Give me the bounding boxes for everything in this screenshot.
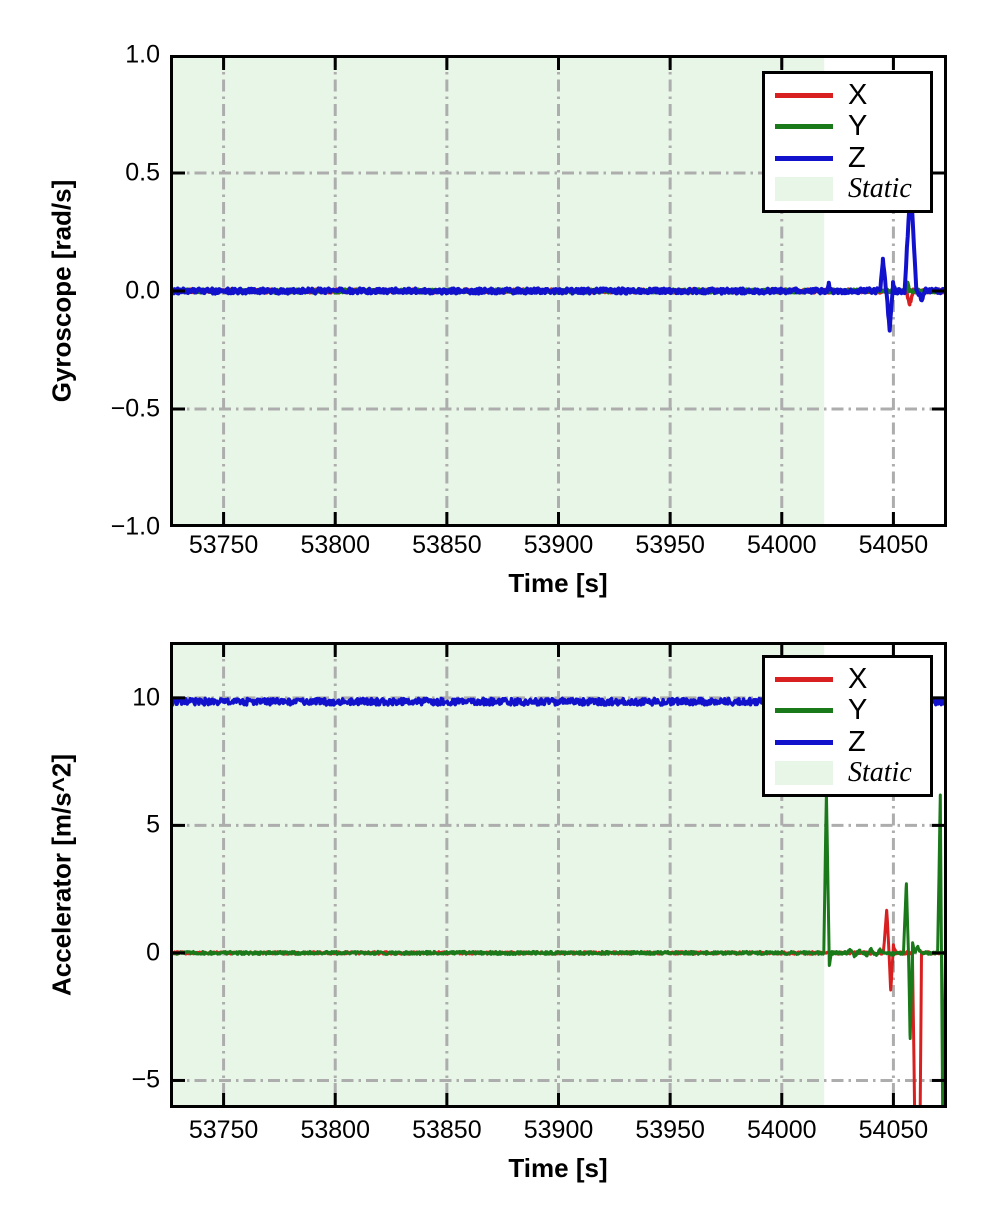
legend-entry-y: Y [775, 696, 924, 725]
legend-line-swatch [775, 124, 833, 130]
gyroscope-legend: X Y Z Static [762, 71, 933, 213]
axes-box [170, 55, 947, 527]
gyroscope-x-axis-label: Time [s] [508, 568, 608, 598]
legend-entry-y: Y [775, 112, 924, 141]
legend-label: Static [848, 757, 912, 789]
static-region [170, 642, 825, 1108]
x-tick-label: 54050 [858, 531, 929, 559]
x-tick-label: 54000 [747, 531, 817, 559]
legend-entry-static: Static [775, 175, 924, 203]
x-tick-label: 53750 [188, 531, 259, 559]
x-tick-label: 53900 [523, 531, 594, 559]
x-tick-label: 53800 [300, 531, 370, 559]
legend-static-patch [775, 177, 833, 202]
y-tick-label: 10 [132, 683, 160, 712]
x-tick-label: 53850 [412, 1116, 482, 1144]
x-tick-label: 54050 [858, 1116, 929, 1144]
y-tick-label: −0.5 [110, 394, 160, 423]
legend-static-patch [775, 761, 833, 786]
legend-label: Z [848, 141, 866, 174]
accelerator-legend: X Y Z Static [762, 655, 933, 797]
y-tick-label: 1.0 [125, 40, 160, 69]
axes-box [170, 642, 947, 1108]
legend-label: Static [848, 173, 912, 205]
legend-line-swatch [775, 155, 833, 161]
y-tick-label: 0.0 [125, 276, 160, 305]
series-y-line [170, 789, 947, 1108]
x-tick-label: 53800 [300, 1116, 370, 1144]
legend-line-swatch [775, 92, 833, 98]
legend-label: Z [848, 725, 866, 758]
x-tick-label: 53750 [188, 1116, 259, 1144]
series-z-line [170, 183, 947, 333]
x-tick-label: 53850 [412, 531, 482, 559]
y-tick-label: 5 [146, 810, 160, 839]
y-tick-label: −5 [131, 1065, 160, 1094]
legend-label: Y [848, 110, 868, 143]
legend-line-swatch [775, 739, 833, 745]
legend-entry-z: Z [775, 141, 924, 174]
gyroscope-y-axis-label: Gyroscope [rad/s] [46, 179, 77, 403]
gyroscope-plot-area [170, 55, 947, 527]
y-tick-label: 0.5 [125, 158, 160, 187]
legend-label: X [848, 78, 868, 111]
legend-entry-x: X [775, 78, 924, 111]
legend-label: Y [848, 694, 868, 727]
y-tick-label: −1.0 [110, 512, 160, 541]
legend-label: X [848, 662, 868, 695]
accelerator-y-axis-label: Accelerator [m/s^2] [46, 753, 77, 997]
x-tick-label: 54000 [747, 1116, 817, 1144]
legend-entry-static: Static [775, 759, 924, 787]
legend-entry-x: X [775, 662, 924, 695]
y-tick-label: 0 [146, 938, 160, 967]
x-tick-label: 53950 [635, 531, 705, 559]
legend-entry-z: Z [775, 725, 924, 758]
x-tick-label: 53950 [635, 1116, 705, 1144]
legend-line-swatch [775, 708, 833, 714]
legend-line-swatch [775, 676, 833, 682]
x-tick-label: 53900 [523, 1116, 594, 1144]
accelerator-x-axis-label: Time [s] [508, 1153, 608, 1183]
